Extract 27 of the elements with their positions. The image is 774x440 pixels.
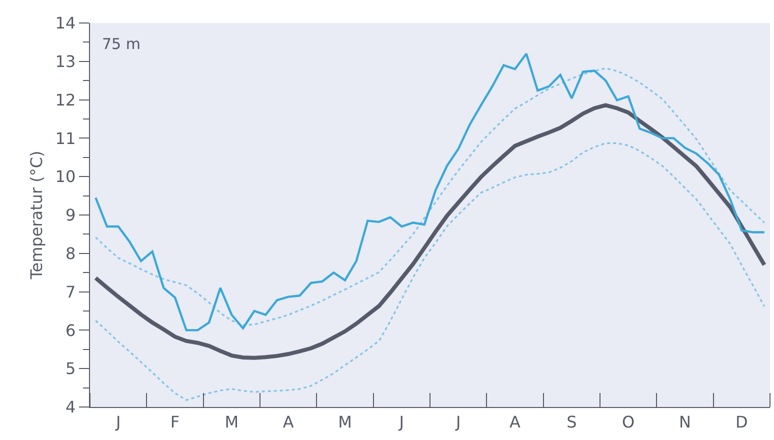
x-tick-label: O: [622, 412, 635, 432]
x-tick-label: A: [282, 412, 294, 432]
line-series: [94, 142, 766, 401]
x-tick-label: N: [679, 412, 691, 432]
x-tick-label: D: [736, 412, 748, 432]
x-tick-label: A: [510, 412, 521, 432]
y-tick-label: 9: [65, 206, 76, 225]
y-tick-label: 5: [65, 359, 76, 378]
annotation: 75 m: [102, 35, 140, 53]
y-tick-label: 6: [65, 320, 76, 340]
y-tick-label: 11: [55, 128, 76, 148]
y-axis-title: Temperatur (°C): [27, 150, 46, 280]
y-tick-label: 10: [55, 167, 76, 186]
x-tick-label: S: [566, 412, 577, 432]
x-tick-label: J: [454, 412, 461, 432]
x-tick-label: J: [114, 412, 121, 432]
y-tick-label: 12: [55, 90, 76, 110]
y-tick-label: 14: [55, 14, 76, 33]
y-tick-label: 13: [55, 52, 76, 71]
y-tick-label: 4: [65, 398, 76, 417]
y-tick-label: 8: [65, 244, 76, 263]
x-tick-label: F: [170, 412, 180, 432]
x-tick-label: M: [224, 412, 239, 432]
y-tick-label: 7: [65, 282, 76, 302]
line-series: [94, 103, 766, 360]
x-tick-label: M: [338, 412, 352, 432]
x-tick-label: J: [398, 412, 404, 432]
